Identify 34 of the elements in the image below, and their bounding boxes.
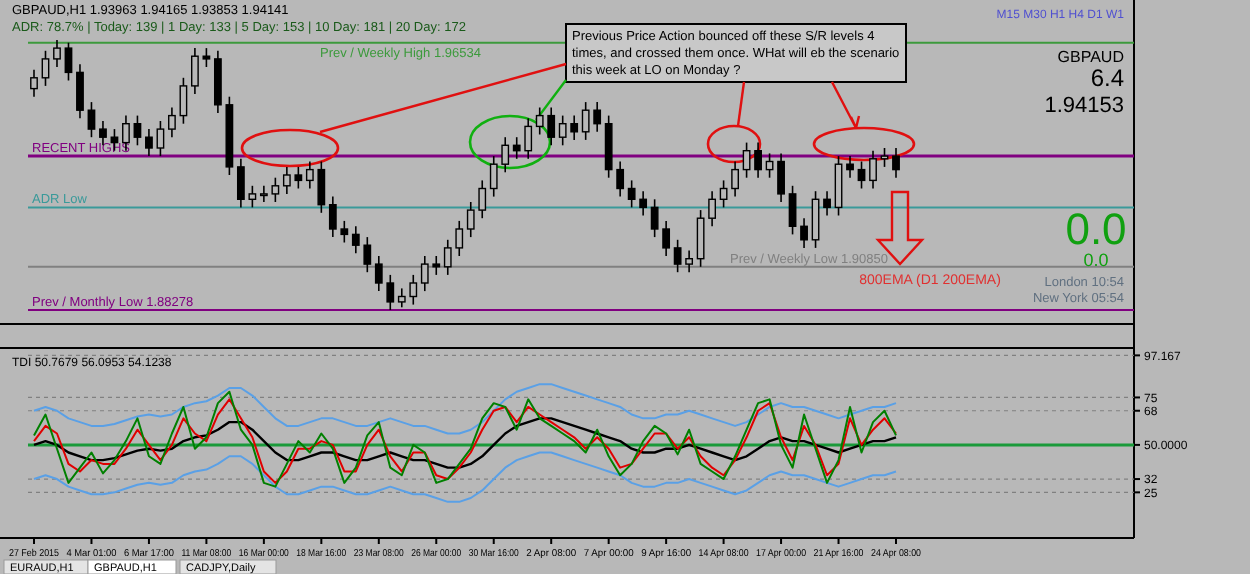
candlestick	[777, 152, 785, 203]
candlestick	[133, 114, 142, 147]
candlestick	[742, 141, 751, 179]
line-series	[32, 417, 898, 469]
candlestick	[53, 39, 61, 68]
candlestick	[168, 106, 176, 138]
candlestick	[30, 68, 38, 98]
text: 0.0	[1083, 250, 1109, 270]
candlestick	[800, 217, 808, 249]
candlestick	[869, 149, 877, 190]
candlestick	[76, 63, 84, 120]
candlestick	[788, 185, 797, 236]
text: 0.0	[1065, 204, 1127, 254]
candlestick	[191, 47, 199, 95]
candlestick	[754, 141, 762, 179]
line-series	[33, 383, 897, 435]
candlestick	[880, 147, 889, 168]
candlestick	[145, 128, 153, 157]
candlestick	[202, 47, 211, 68]
text: 6.4	[1090, 64, 1125, 92]
candlestick	[41, 50, 50, 87]
text: GBPAUD	[1057, 48, 1125, 66]
text: 1.94153	[1044, 94, 1124, 118]
candlestick	[179, 77, 188, 125]
candlestick	[64, 41, 73, 82]
candlestick	[156, 120, 165, 157]
candlestick	[811, 190, 820, 249]
candlestick	[823, 190, 831, 217]
candlestick	[846, 155, 854, 179]
candlestick	[87, 101, 96, 138]
line-series	[33, 451, 897, 503]
candlestick	[99, 120, 107, 147]
candlestick	[892, 147, 900, 179]
candlestick	[857, 160, 866, 190]
